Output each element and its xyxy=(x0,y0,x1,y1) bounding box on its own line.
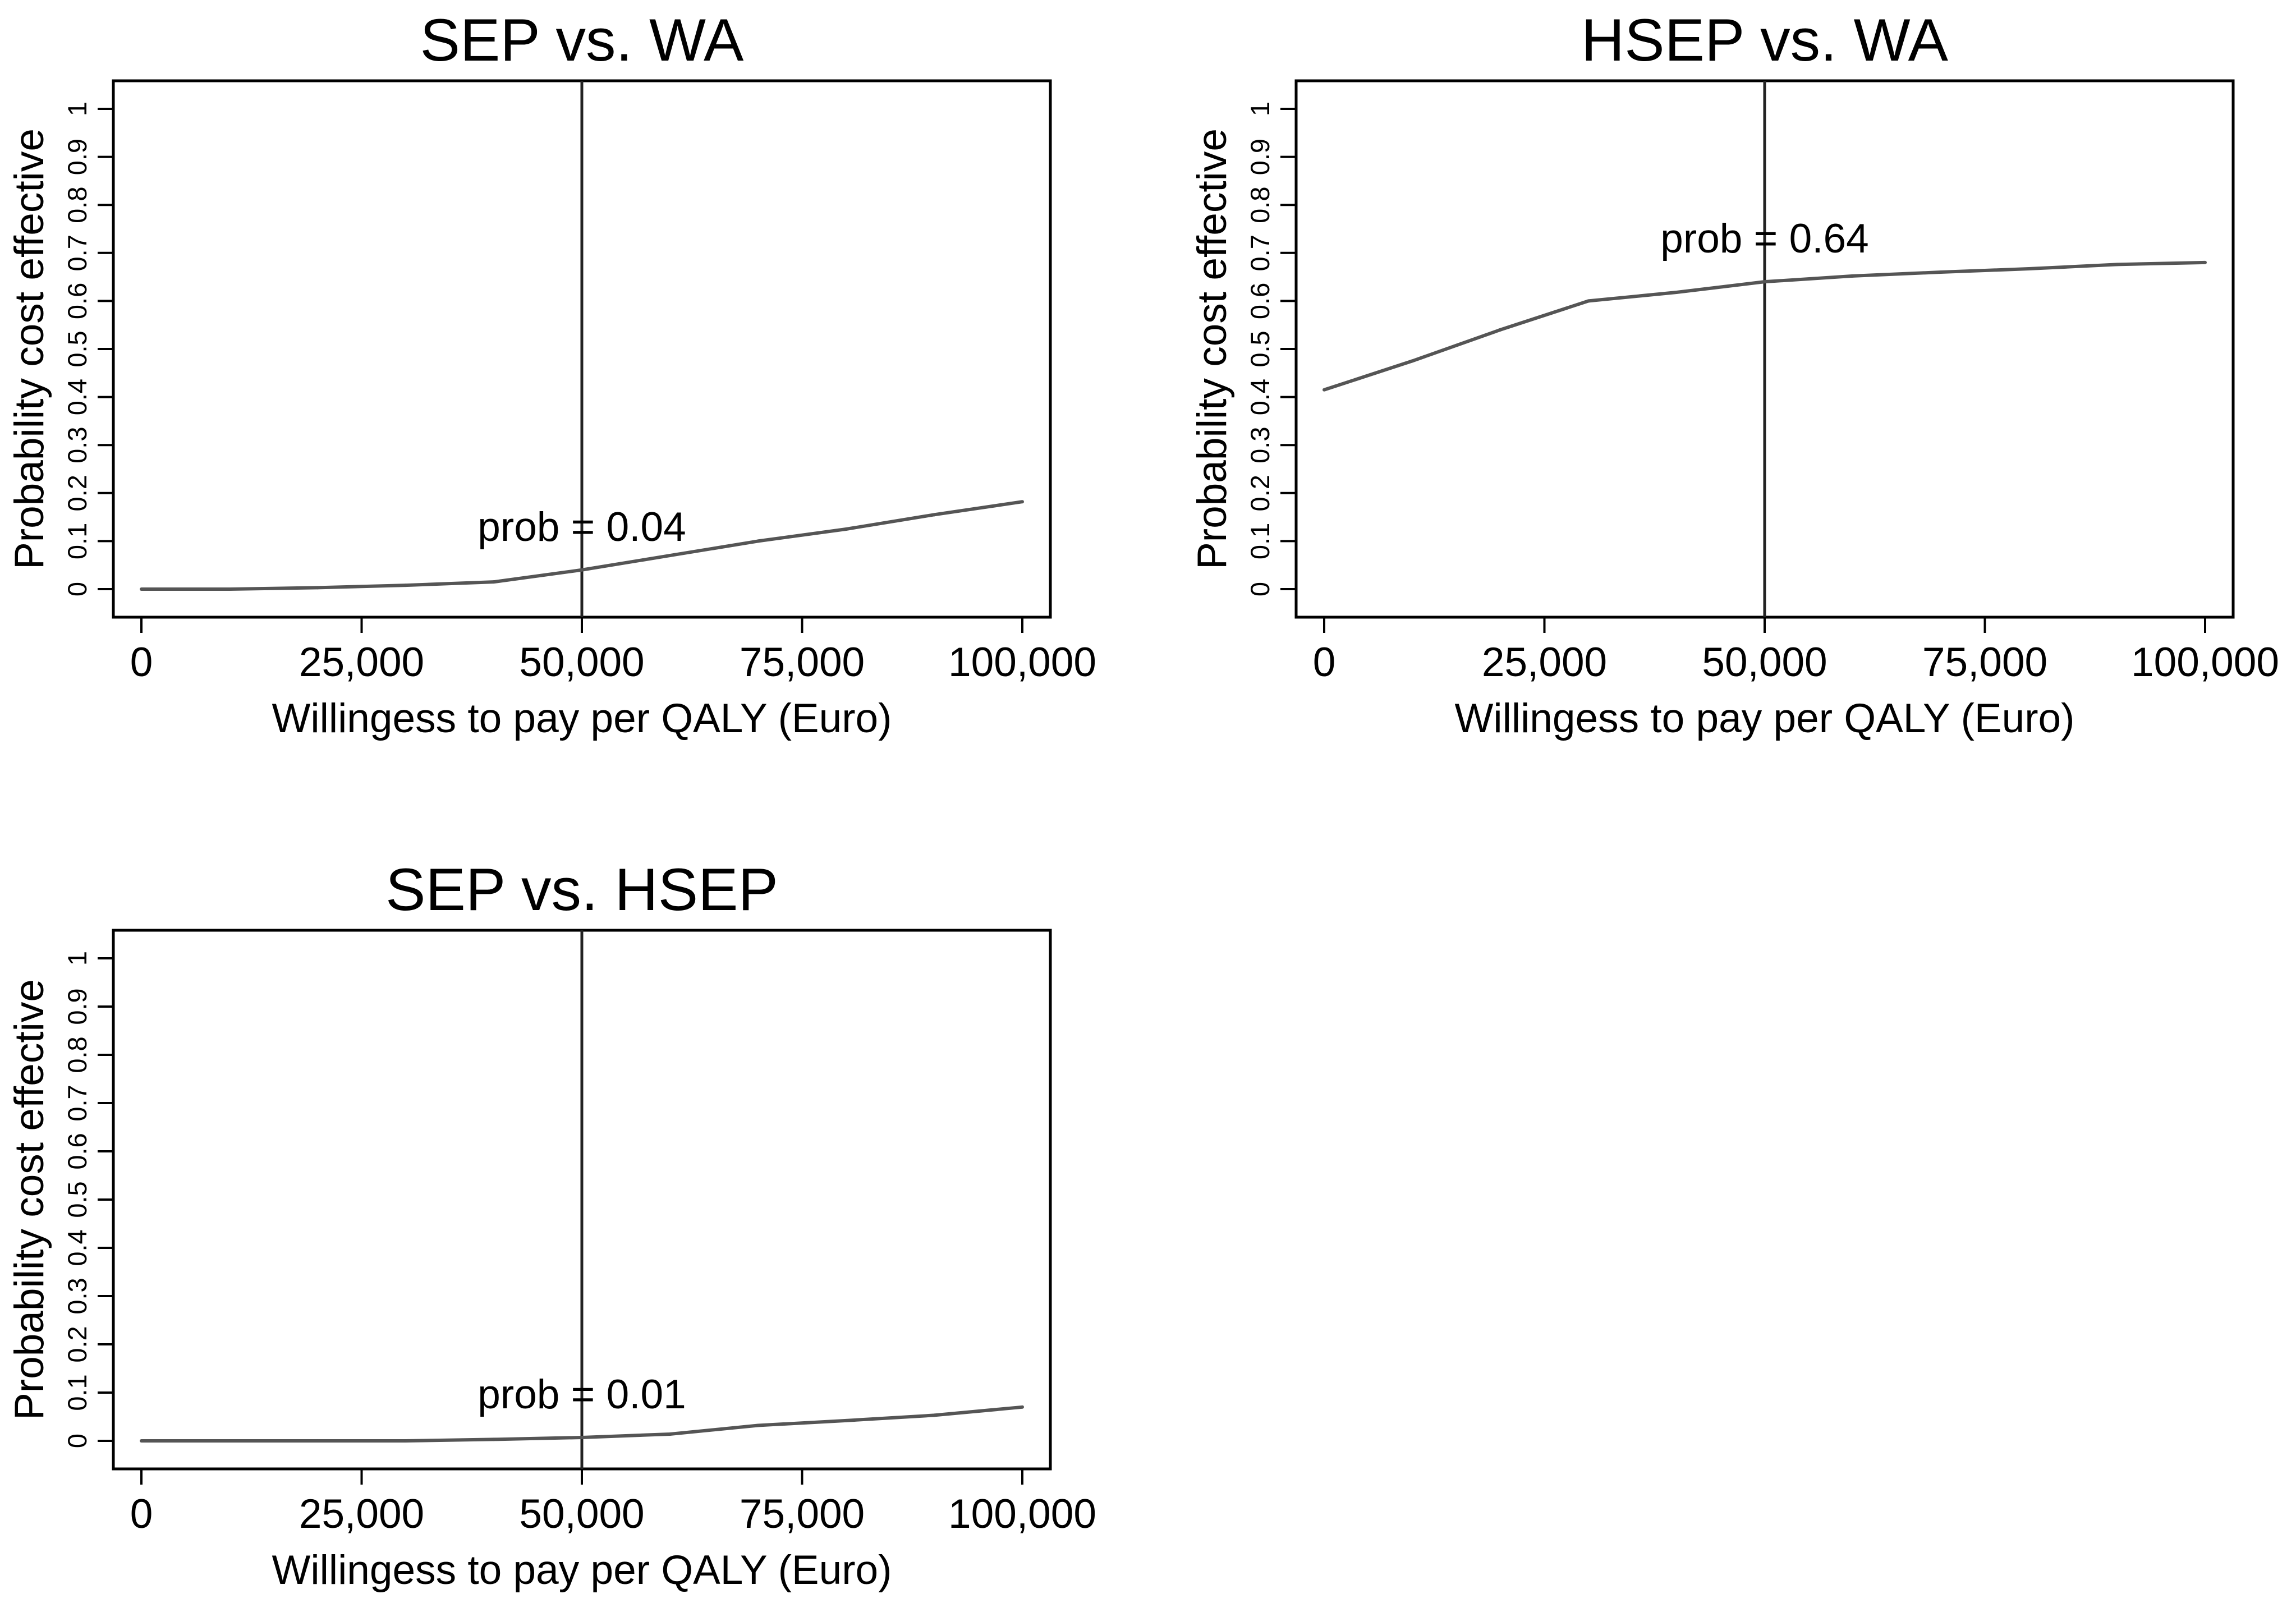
chart-title: SEP vs. WA xyxy=(420,6,744,74)
y-tick-label: 0.5 xyxy=(62,1181,92,1218)
y-tick-label: 0.6 xyxy=(62,283,92,319)
y-tick-label: 1 xyxy=(62,102,92,116)
data-point xyxy=(228,1439,231,1443)
y-tick-label: 0.2 xyxy=(1245,475,1275,511)
y-tick-label: 0.9 xyxy=(1245,139,1275,175)
data-point xyxy=(580,568,584,572)
x-tick-label: 75,000 xyxy=(1922,640,2047,685)
x-tick-label: 25,000 xyxy=(299,1491,424,1537)
chart-panel-1: SEP vs. WA 0 25,000 50,000 75,000 100,000 0 0.1… xyxy=(7,6,1096,741)
y-tick-label: 0.8 xyxy=(62,1036,92,1073)
y-tick-label: 0.3 xyxy=(62,1278,92,1314)
chart-panel-3: SEP vs. HSEP 0 25,000 50,000 75,000 100,000 0 0… xyxy=(7,856,1096,1593)
x-tick-label: 25,000 xyxy=(299,640,424,685)
y-tick-label: 0.1 xyxy=(62,523,92,559)
y-tick-label: 0 xyxy=(1245,582,1275,596)
x-axis-label: Willingess to pay per QALY (Euro) xyxy=(272,696,892,741)
y-axis-label: Probability cost effective xyxy=(1190,128,1235,569)
x-axis-label: Willingess to pay per QALY (Euro) xyxy=(272,1547,892,1593)
data-point xyxy=(1939,270,1943,274)
x-tick-label: 0 xyxy=(130,640,153,685)
x-tick-label: 100,000 xyxy=(948,640,1096,685)
y-tick-label: 0.9 xyxy=(62,139,92,175)
y-tick-label: 0.7 xyxy=(62,235,92,271)
y-tick-label: 0.3 xyxy=(1245,427,1275,463)
x-tick-label: 75,000 xyxy=(740,1491,865,1537)
data-point xyxy=(1499,328,1502,332)
data-point xyxy=(316,1439,319,1443)
data-point xyxy=(1763,280,1766,284)
y-tick-label: 0.9 xyxy=(62,988,92,1025)
x-tick-label: 100,000 xyxy=(2131,640,2279,685)
data-point xyxy=(404,584,407,587)
x-axis-label: Willingess to pay per QALY (Euro) xyxy=(1455,696,2075,741)
y-tick-label: 0.2 xyxy=(62,475,92,511)
x-tick-label: 100,000 xyxy=(948,1491,1096,1537)
data-point xyxy=(756,1423,760,1427)
data-point xyxy=(1851,274,1854,278)
probability-annotation: prob = 0.64 xyxy=(1660,216,1868,261)
data-point xyxy=(933,513,936,517)
y-tick-label: 1 xyxy=(1245,102,1275,116)
y-tick-label: 0.2 xyxy=(62,1326,92,1362)
chart-panel-2: HSEP vs. WA 0 25,000 50,000 75,000 100,000 0 0.… xyxy=(1190,6,2279,741)
data-point xyxy=(492,580,495,584)
data-point xyxy=(1021,500,1024,504)
x-tick-label: 50,000 xyxy=(519,1491,644,1537)
data-point xyxy=(1021,1405,1024,1409)
y-tick-label: 0.4 xyxy=(1245,379,1275,415)
data-point xyxy=(844,1418,848,1422)
x-tick-label: 50,000 xyxy=(1702,640,1827,685)
y-tick-label: 0.1 xyxy=(1245,523,1275,559)
data-point xyxy=(1411,359,1414,363)
data-point xyxy=(2115,263,2119,267)
x-tick-label: 75,000 xyxy=(740,640,865,685)
data-point xyxy=(1323,388,1326,392)
y-tick-label: 0.8 xyxy=(62,187,92,223)
y-axis-label: Probability cost effective xyxy=(7,979,52,1420)
y-tick-label: 1 xyxy=(62,951,92,966)
x-tick-label: 50,000 xyxy=(519,640,644,685)
data-point xyxy=(844,527,848,531)
chart-title: SEP vs. HSEP xyxy=(385,856,778,923)
data-point xyxy=(933,1413,936,1417)
y-axis-label: Probability cost effective xyxy=(7,128,52,569)
data-point xyxy=(756,539,760,543)
data-point xyxy=(316,586,319,590)
data-point xyxy=(668,554,672,558)
x-tick-label: 0 xyxy=(130,1491,153,1537)
y-tick-label: 0.7 xyxy=(1245,235,1275,271)
y-tick-label: 0 xyxy=(62,1434,92,1448)
y-tick-label: 0.7 xyxy=(62,1085,92,1121)
y-tick-label: 0.5 xyxy=(1245,330,1275,367)
y-tick-label: 0.4 xyxy=(62,1229,92,1266)
data-point xyxy=(404,1439,407,1443)
y-tick-label: 0.3 xyxy=(62,427,92,463)
data-point xyxy=(140,587,143,591)
y-tick-label: 0 xyxy=(62,582,92,596)
data-point xyxy=(668,1432,672,1436)
probability-annotation: prob = 0.01 xyxy=(477,1372,686,1417)
y-tick-label: 0.5 xyxy=(62,330,92,367)
x-tick-label: 0 xyxy=(1313,640,1336,685)
y-tick-label: 0.8 xyxy=(1245,187,1275,223)
data-point xyxy=(492,1437,495,1441)
y-tick-label: 0.1 xyxy=(62,1374,92,1411)
x-tick-label: 25,000 xyxy=(1482,640,1607,685)
y-tick-label: 0.4 xyxy=(62,379,92,415)
data-point xyxy=(1587,299,1590,303)
data-point xyxy=(2027,267,2031,271)
data-point xyxy=(140,1439,143,1443)
data-point xyxy=(228,587,231,591)
chart-title: HSEP vs. WA xyxy=(1581,6,1949,74)
data-point xyxy=(1675,290,1678,294)
y-tick-label: 0.6 xyxy=(1245,283,1275,319)
data-point xyxy=(580,1435,584,1439)
data-point xyxy=(2203,260,2207,264)
probability-annotation: prob = 0.04 xyxy=(477,504,686,550)
y-tick-label: 0.6 xyxy=(62,1133,92,1169)
